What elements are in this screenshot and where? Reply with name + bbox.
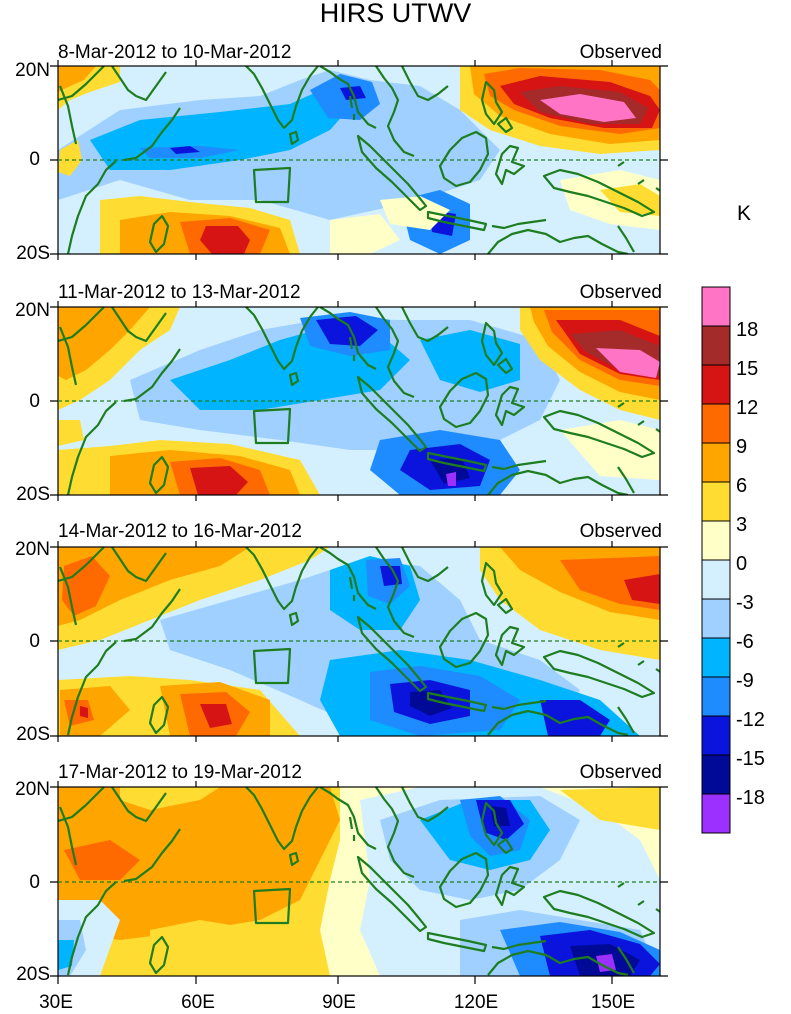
lat-label-20n: 20N [15, 779, 50, 800]
colorbar-swatch [701, 637, 731, 678]
colorbar-swatch [701, 793, 731, 834]
colorbar-swatch [701, 325, 731, 366]
colorbar-swatch [701, 559, 731, 600]
lon-label-120e: 120E [453, 992, 499, 1013]
colorbar-label: -6 [736, 631, 754, 653]
lat-label-0: 0 [29, 149, 40, 170]
colorbar [701, 286, 731, 834]
lon-label-60e: 60E [181, 992, 215, 1013]
lat-label-20s: 20S [16, 484, 50, 505]
colorbar-label: -15 [736, 748, 765, 770]
panel-3-label: Observed [579, 521, 662, 542]
lat-label-20n: 20N [15, 60, 50, 81]
axis-ticks [50, 60, 668, 984]
panel-2-label: Observed [579, 282, 662, 303]
colorbar-swatch [701, 754, 731, 795]
panel-4-dates: 17-Mar-2012 to 19-Mar-2012 [58, 762, 302, 783]
lat-label-0: 0 [29, 872, 40, 893]
colorbar-swatch [701, 676, 731, 717]
colorbar-label: 18 [736, 319, 759, 341]
colorbar-label: -9 [736, 670, 754, 692]
colorbar-swatch [701, 598, 731, 639]
lon-label-90e: 90E [322, 992, 356, 1013]
lat-label-20s: 20S [16, 243, 50, 264]
colorbar-label: -12 [736, 709, 765, 731]
lat-label-20s: 20S [16, 964, 50, 985]
colorbar-label: 15 [736, 358, 759, 380]
lat-label-0: 0 [29, 391, 40, 412]
panel-2-dates: 11-Mar-2012 to 13-Mar-2012 [58, 282, 301, 303]
colorbar-swatch [701, 715, 731, 756]
panel-3-dates: 14-Mar-2012 to 16-Mar-2012 [58, 521, 302, 542]
panel-3-map [58, 547, 660, 736]
lat-label-20s: 20S [16, 724, 50, 745]
colorbar-label: -3 [736, 592, 754, 614]
colorbar-label: 0 [736, 553, 748, 575]
colorbar-label: 3 [736, 514, 748, 536]
lon-label-30e: 30E [39, 992, 73, 1013]
colorbar-unit: K [737, 202, 752, 225]
colorbar-swatch [701, 403, 731, 444]
panel-1-label: Observed [579, 42, 662, 63]
colorbar-label: 6 [736, 475, 748, 497]
lon-label-150e: 150E [590, 992, 636, 1013]
colorbar-label: 12 [736, 397, 759, 419]
figure-title: HIRS UTWV [319, 0, 472, 28]
lat-label-20n: 20N [15, 539, 50, 560]
colorbar-swatch [701, 481, 731, 522]
colorbar-swatch [701, 520, 731, 561]
colorbar-label: -18 [736, 787, 765, 809]
panel-1-map [58, 66, 660, 254]
lat-label-0: 0 [29, 631, 40, 652]
panel-1-dates: 8-Mar-2012 to 10-Mar-2012 [58, 42, 292, 63]
colorbar-label: 9 [736, 436, 748, 458]
colorbar-swatch [701, 364, 731, 405]
lat-label-20n: 20N [15, 300, 50, 321]
panel-4-label: Observed [579, 762, 662, 783]
colorbar-swatch [701, 442, 731, 483]
colorbar-swatch [701, 286, 731, 327]
